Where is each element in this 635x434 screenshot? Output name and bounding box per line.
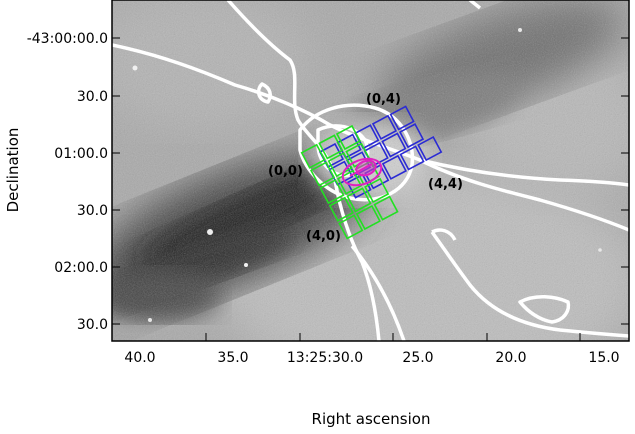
y-tick-label: 30.0 <box>77 317 108 333</box>
grid-label-4-4: (4,4) <box>428 177 463 192</box>
pointing-grid-green <box>300 124 399 240</box>
grid-label-0-4: (0,4) <box>366 92 401 107</box>
x-tick-label: 40.0 <box>124 350 155 366</box>
y-axis-title: Declination <box>4 128 22 213</box>
grid-label-0-0: (0,0) <box>268 164 303 179</box>
plot-frame <box>111 0 630 342</box>
galaxy-image <box>112 0 629 341</box>
x-axis-title: Right ascension <box>312 410 431 428</box>
y-tick-label: 30.0 <box>77 203 108 219</box>
central-marker <box>341 157 383 187</box>
axis-ticks <box>111 37 629 341</box>
y-tick-label: 30.0 <box>77 89 108 105</box>
y-tick-label: 01:00.0 <box>54 146 108 162</box>
x-tick-label: 13:25:30.0 <box>287 350 363 366</box>
x-tick-label: 35.0 <box>217 350 248 366</box>
x-tick-label: 15.0 <box>588 350 619 366</box>
y-tick-label: -43:00:00.0 <box>27 31 108 47</box>
x-tick-label: 20.0 <box>495 350 526 366</box>
grid-label-4-0: (4,0) <box>306 229 341 244</box>
x-tick-label: 25.0 <box>402 350 433 366</box>
y-tick-label: 02:00.0 <box>54 260 108 276</box>
